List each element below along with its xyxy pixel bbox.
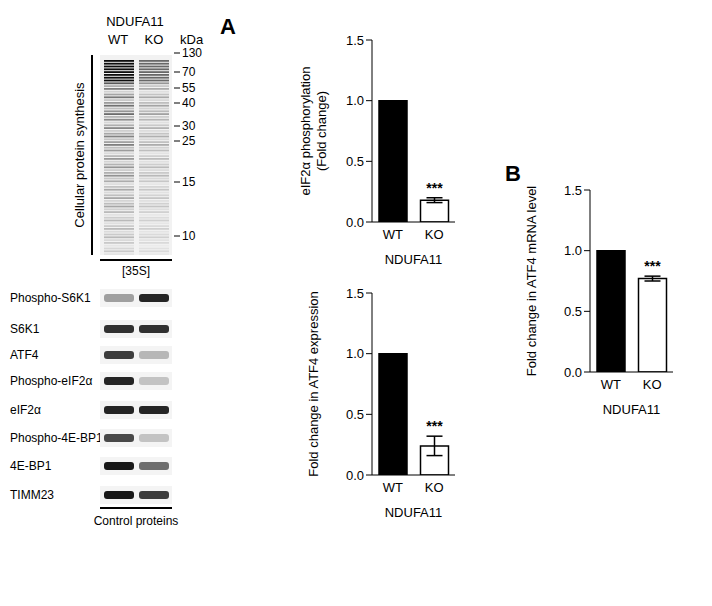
svg-text:0.5: 0.5 [346, 154, 364, 169]
svg-text:1.5: 1.5 [346, 286, 364, 301]
svg-text:eIF2α: eIF2α [10, 403, 41, 417]
svg-text:130: 130 [182, 46, 202, 60]
svg-text:TIMM23: TIMM23 [10, 488, 54, 502]
svg-text:WT: WT [383, 480, 403, 495]
svg-text:1.0: 1.0 [564, 243, 582, 258]
svg-text:kDa: kDa [180, 32, 204, 47]
svg-text:NDUFA11: NDUFA11 [603, 402, 661, 417]
svg-text:70: 70 [182, 65, 196, 79]
svg-text:KO: KO [643, 377, 662, 392]
svg-text:0.0: 0.0 [346, 215, 364, 230]
svg-text:10: 10 [182, 229, 196, 243]
svg-text:Fold change in ATF4 mRNA level: Fold change in ATF4 mRNA level [524, 186, 539, 377]
svg-text:NDUFA11: NDUFA11 [385, 505, 443, 520]
svg-text:55: 55 [182, 81, 196, 95]
svg-text:Phospho-4E-BP1: Phospho-4E-BP1 [10, 431, 103, 445]
svg-text:25: 25 [182, 134, 196, 148]
svg-text:ATF4: ATF4 [10, 348, 39, 362]
svg-text:15: 15 [182, 175, 196, 189]
svg-text:Control proteins: Control proteins [94, 514, 179, 528]
svg-text:NDUFA11: NDUFA11 [106, 14, 164, 29]
svg-text:1.0: 1.0 [346, 93, 364, 108]
svg-text:0.5: 0.5 [564, 304, 582, 319]
svg-text:4E-BP1: 4E-BP1 [10, 459, 52, 473]
svg-text:Phospho-eIF2α: Phospho-eIF2α [10, 374, 92, 388]
svg-text:WT: WT [108, 32, 128, 47]
svg-text:***: *** [644, 258, 661, 274]
svg-text:0.0: 0.0 [346, 468, 364, 483]
svg-text:WT: WT [601, 377, 621, 392]
svg-text:Phospho-S6K1: Phospho-S6K1 [10, 291, 91, 305]
svg-text:1.0: 1.0 [346, 346, 364, 361]
svg-text:***: *** [426, 418, 443, 434]
svg-text:1.5: 1.5 [346, 33, 364, 48]
svg-text:[35S]: [35S] [122, 264, 150, 278]
svg-text:WT: WT [383, 227, 403, 242]
svg-text:1.5: 1.5 [564, 183, 582, 198]
svg-text:S6K1: S6K1 [10, 322, 40, 336]
svg-text:***: *** [426, 180, 443, 196]
svg-text:0.0: 0.0 [564, 365, 582, 380]
svg-text:(Fold change): (Fold change) [314, 91, 329, 171]
svg-text:eIF2α phosphorylation: eIF2α phosphorylation [298, 67, 313, 196]
svg-text:0.5: 0.5 [346, 407, 364, 422]
svg-text:KO: KO [425, 227, 444, 242]
svg-text:KO: KO [145, 32, 164, 47]
html-text:B: B [505, 161, 521, 186]
svg-text:NDUFA11: NDUFA11 [385, 252, 443, 267]
svg-text:30: 30 [182, 119, 196, 133]
svg-text:40: 40 [182, 96, 196, 110]
svg-text:Cellular protein synthesis: Cellular protein synthesis [72, 82, 87, 228]
html-text:A: A [220, 14, 236, 39]
svg-text:KO: KO [425, 480, 444, 495]
svg-text:Fold change in ATF4 expression: Fold change in ATF4 expression [306, 291, 321, 476]
